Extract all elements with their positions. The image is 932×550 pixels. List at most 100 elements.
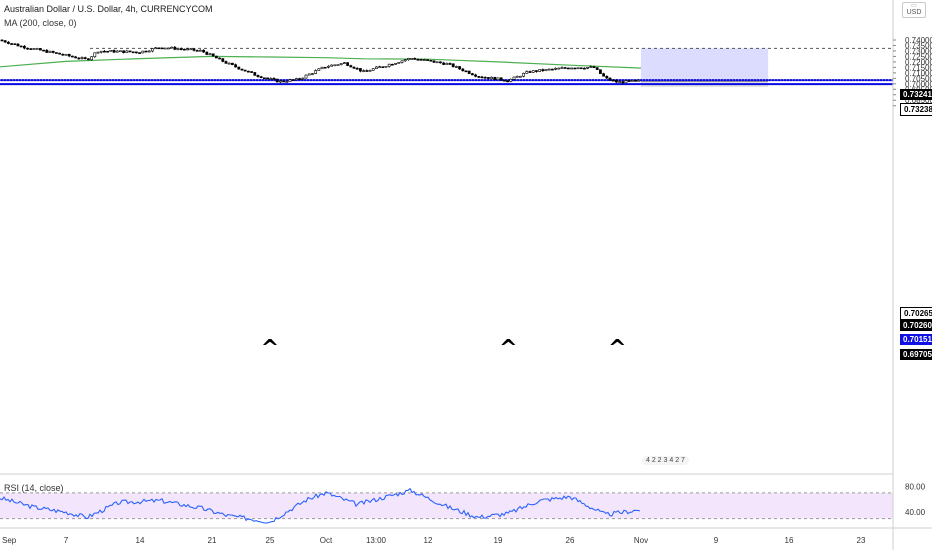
- rsi-legend: RSI (14, close): [4, 483, 64, 493]
- candle-body: [272, 78, 276, 80]
- candle-body: [336, 64, 340, 66]
- candle-body: [186, 48, 190, 51]
- price-tick-label: 0.71500: [905, 63, 932, 72]
- time-tick-label: 26: [566, 536, 575, 545]
- candle-body: [381, 66, 385, 68]
- candle-body: [586, 67, 590, 69]
- candle-body: [253, 72, 257, 76]
- candle-body: [250, 71, 254, 73]
- target-price-badge-2: 0.73238: [900, 103, 932, 116]
- candle-body: [634, 80, 638, 82]
- candle-body: [486, 77, 490, 79]
- candle-body: [362, 70, 366, 72]
- horizontal-levels[interactable]: [0, 47, 893, 86]
- time-tick-label: 7: [64, 536, 69, 545]
- candle-body: [582, 67, 586, 70]
- candle-body: [160, 47, 164, 50]
- candle-body: [221, 58, 225, 62]
- candle-body: [227, 62, 231, 65]
- candle-body: [151, 48, 154, 52]
- candle-body: [128, 50, 132, 53]
- candle-body: [291, 79, 295, 81]
- symbol-title: Australian Dollar / U.S. Dollar, 4h, CUR…: [4, 4, 213, 14]
- rsi-layer: 80.00 40.00: [0, 482, 926, 524]
- candle-body: [499, 77, 503, 81]
- candle-body: [71, 55, 74, 58]
- candle-body: [595, 67, 599, 70]
- position-tool[interactable]: [641, 48, 769, 88]
- candle-body: [285, 81, 289, 83]
- candle-body: [157, 47, 161, 50]
- candle-body: [605, 75, 609, 79]
- economic-events-strip[interactable]: 4 2 2 3 4 2 7: [642, 456, 689, 465]
- candle-body: [477, 76, 481, 78]
- candle-body: [467, 70, 471, 74]
- candle-body: [506, 80, 510, 83]
- candle-body: [368, 70, 372, 72]
- candle-body: [80, 57, 84, 59]
- candle-body: [215, 55, 218, 59]
- candle-body: [135, 51, 138, 54]
- candle-body: [403, 59, 407, 62]
- candle-body: [294, 78, 298, 81]
- candle-body: [317, 68, 321, 71]
- candle-body: [435, 61, 439, 64]
- candle-body: [167, 47, 170, 50]
- candle-body: [483, 77, 487, 79]
- candle-body: [387, 63, 391, 67]
- candle-body: [621, 81, 625, 84]
- ma-legend: MA (200, close, 0): [4, 18, 77, 28]
- rsi-tick-label: 80.00: [905, 482, 926, 491]
- candle-body: [515, 76, 519, 78]
- candle-body: [99, 50, 103, 53]
- candle-body: [493, 76, 497, 81]
- candle-body: [189, 48, 193, 51]
- candle-body: [298, 78, 302, 80]
- candle-body: [224, 61, 228, 64]
- candle-body: [51, 50, 55, 53]
- candle-body: [320, 66, 324, 70]
- candle-body: [218, 57, 222, 60]
- candle-body: [26, 47, 30, 50]
- candle-body: [307, 73, 311, 76]
- candle-body: [231, 62, 234, 65]
- candle-body: [192, 48, 196, 51]
- candle-body: [202, 49, 206, 53]
- candle-body: [125, 50, 129, 53]
- currency-button[interactable]: ▭ USD: [902, 2, 926, 18]
- candle-body: [35, 48, 39, 50]
- currency-toggle-icon: ▭: [911, 3, 917, 9]
- target-zone: [641, 48, 769, 81]
- candle-body: [445, 63, 449, 65]
- candle-body: [173, 46, 177, 50]
- candle-body: [275, 78, 279, 83]
- candle-body: [141, 50, 145, 54]
- candle-body: [330, 64, 334, 67]
- price-tick-label: 0.72500: [905, 52, 932, 61]
- candle-body: [544, 69, 548, 72]
- candle-body: [374, 66, 378, 69]
- candle-body: [522, 73, 526, 77]
- candle-body: [592, 66, 596, 68]
- candle-body: [131, 51, 135, 54]
- candle-body: [448, 63, 452, 65]
- candle-body: [352, 66, 356, 69]
- candle-body: [624, 80, 628, 84]
- time-tick-label: 21: [208, 536, 217, 545]
- time-tick-label: Sep: [2, 536, 17, 545]
- candles-layer: [0, 39, 641, 85]
- candle-body: [247, 70, 250, 73]
- candle-body: [288, 79, 292, 82]
- time-tick-label: 13:00: [366, 536, 387, 545]
- candle-body: [93, 52, 97, 58]
- candle-body: [480, 76, 484, 79]
- candle-body: [579, 67, 583, 70]
- last-price-badge: 0.70265: [900, 307, 932, 320]
- pattern-marker: ^: [499, 336, 517, 361]
- candle-body: [560, 67, 564, 69]
- candle-body: [454, 66, 458, 68]
- candle-body: [464, 70, 468, 73]
- candle-body: [518, 75, 522, 78]
- candle-body: [442, 62, 446, 65]
- candle-body: [397, 62, 401, 64]
